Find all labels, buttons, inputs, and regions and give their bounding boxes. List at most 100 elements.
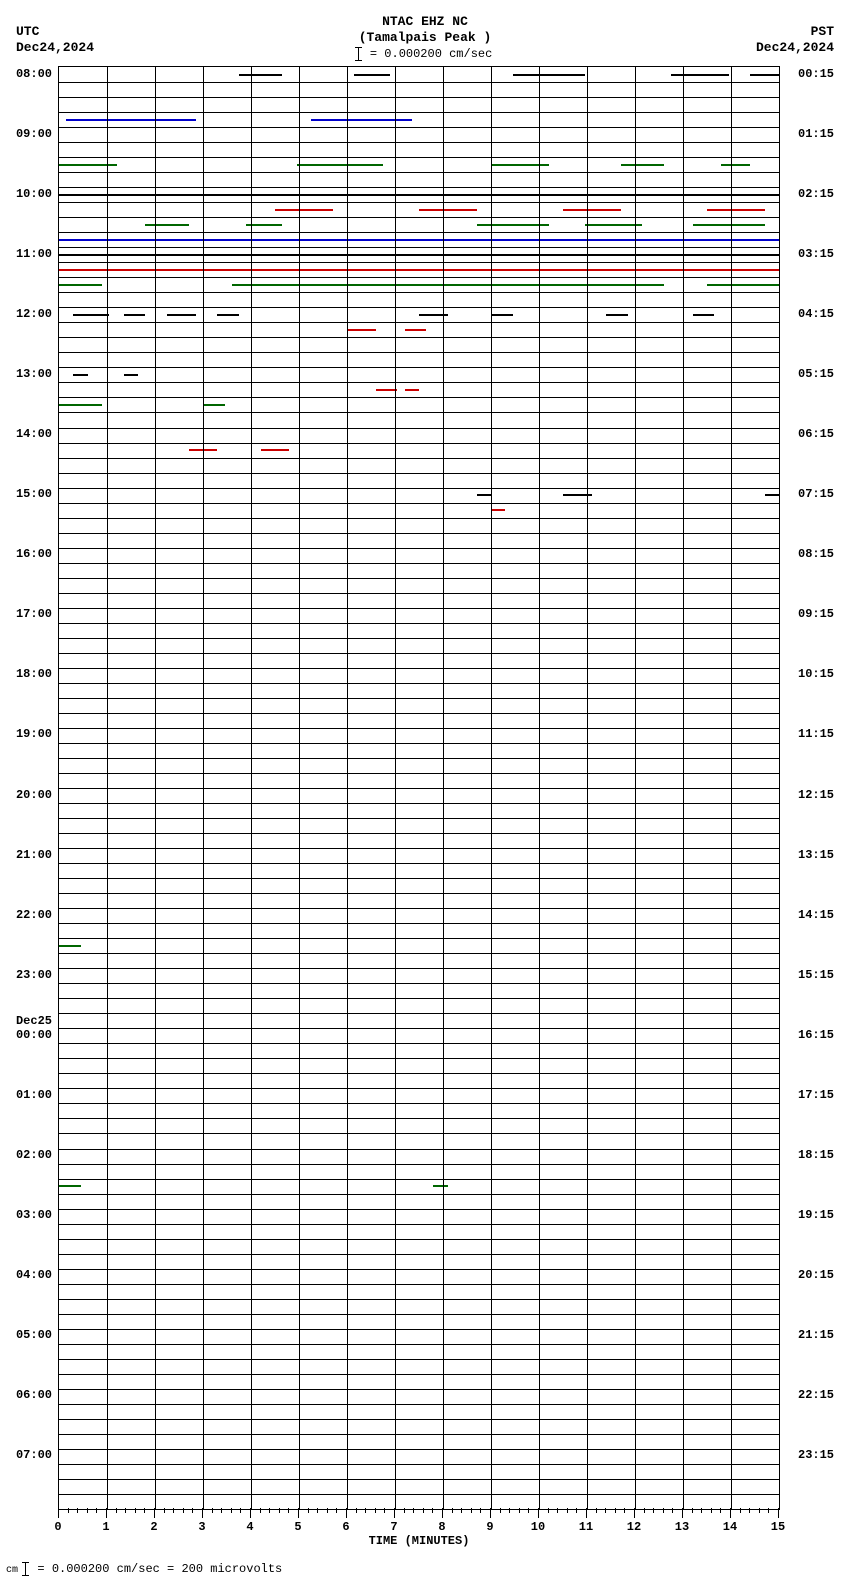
xtick-major bbox=[730, 1508, 731, 1518]
xtick-major bbox=[490, 1508, 491, 1518]
trace-segment bbox=[477, 224, 549, 226]
trace-baseline bbox=[59, 743, 779, 744]
trace-baseline bbox=[59, 1419, 779, 1420]
trace-baseline bbox=[59, 412, 779, 413]
trace-segment bbox=[217, 314, 239, 316]
xtick-minor bbox=[557, 1508, 558, 1513]
xtick-minor bbox=[663, 1508, 664, 1513]
trace-baseline bbox=[59, 1344, 779, 1345]
xtick-minor bbox=[500, 1508, 501, 1513]
xtick-minor bbox=[720, 1508, 721, 1513]
xtick-minor bbox=[615, 1508, 616, 1513]
xtick-major bbox=[298, 1508, 299, 1518]
x-axis-tick-label: 3 bbox=[198, 1520, 205, 1534]
trace-segment bbox=[73, 374, 87, 376]
xtick-minor bbox=[192, 1508, 193, 1513]
x-axis-tick-label: 10 bbox=[531, 1520, 545, 1534]
trace-baseline bbox=[59, 187, 779, 188]
x-axis-tick-label: 8 bbox=[438, 1520, 445, 1534]
xtick-minor bbox=[96, 1508, 97, 1513]
trace-segment bbox=[311, 119, 412, 121]
xtick-minor bbox=[164, 1508, 165, 1513]
trace-baseline bbox=[59, 1118, 779, 1119]
trace-baseline bbox=[59, 698, 779, 699]
x-axis: TIME (MINUTES) 0123456789101112131415 bbox=[58, 1508, 780, 1548]
x-axis-tick-label: 2 bbox=[150, 1520, 157, 1534]
seismic-trace bbox=[59, 225, 779, 226]
utc-hour-label: 14:00 bbox=[0, 428, 52, 440]
xtick-minor bbox=[87, 1508, 88, 1513]
trace-baseline bbox=[59, 548, 779, 549]
trace-baseline bbox=[59, 97, 779, 98]
trace-segment bbox=[66, 119, 196, 121]
xtick-minor bbox=[336, 1508, 337, 1513]
pst-hour-label: 21:15 bbox=[798, 1329, 850, 1341]
utc-hour-label: 18:00 bbox=[0, 668, 52, 680]
seismic-trace bbox=[59, 330, 779, 331]
xtick-minor bbox=[596, 1508, 597, 1513]
pst-hour-label: 10:15 bbox=[798, 668, 850, 680]
trace-segment bbox=[239, 74, 282, 76]
x-axis-tick-label: 13 bbox=[675, 1520, 689, 1534]
pst-hour-label: 16:15 bbox=[798, 1029, 850, 1041]
trace-segment bbox=[203, 404, 225, 406]
trace-baseline bbox=[59, 1239, 779, 1240]
utc-hour-label: 07:00 bbox=[0, 1449, 52, 1461]
x-axis-tick-label: 7 bbox=[390, 1520, 397, 1534]
trace-segment bbox=[585, 224, 643, 226]
xtick-major bbox=[106, 1508, 107, 1518]
trace-segment bbox=[124, 314, 146, 316]
seismogram-container: UTC Dec24,2024 NTAC EHZ NC (Tamalpais Pe… bbox=[0, 0, 850, 1584]
xtick-major bbox=[634, 1508, 635, 1518]
trace-segment bbox=[59, 239, 779, 241]
pst-hour-label: 00:15 bbox=[798, 68, 850, 80]
xtick-minor bbox=[701, 1508, 702, 1513]
trace-baseline bbox=[59, 878, 779, 879]
trace-segment bbox=[59, 404, 102, 406]
seismic-trace bbox=[59, 270, 779, 271]
trace-baseline bbox=[59, 968, 779, 969]
trace-segment bbox=[145, 224, 188, 226]
pst-hour-label: 08:15 bbox=[798, 548, 850, 560]
xtick-minor bbox=[768, 1508, 769, 1513]
xtick-minor bbox=[624, 1508, 625, 1513]
trace-segment bbox=[59, 945, 81, 947]
seismic-trace bbox=[59, 255, 779, 256]
xtick-minor bbox=[471, 1508, 472, 1513]
xtick-minor bbox=[116, 1508, 117, 1513]
xtick-minor bbox=[135, 1508, 136, 1513]
seismic-trace bbox=[59, 315, 779, 316]
trace-baseline bbox=[59, 773, 779, 774]
trace-baseline bbox=[59, 428, 779, 429]
utc-hour-label: 16:00 bbox=[0, 548, 52, 560]
trace-segment bbox=[721, 164, 750, 166]
trace-baseline bbox=[59, 518, 779, 519]
trace-segment bbox=[491, 314, 513, 316]
trace-segment bbox=[671, 74, 729, 76]
pst-hour-label: 15:15 bbox=[798, 969, 850, 981]
xtick-major bbox=[538, 1508, 539, 1518]
trace-segment bbox=[73, 314, 109, 316]
trace-baseline bbox=[59, 1269, 779, 1270]
utc-hour-label: 23:00 bbox=[0, 969, 52, 981]
x-axis-tick-label: 11 bbox=[579, 1520, 593, 1534]
utc-hour-label: 17:00 bbox=[0, 608, 52, 620]
trace-segment bbox=[707, 209, 765, 211]
trace-baseline bbox=[59, 1389, 779, 1390]
utc-hour-label: 13:00 bbox=[0, 368, 52, 380]
utc-hour-label: 19:00 bbox=[0, 728, 52, 740]
trace-baseline bbox=[59, 833, 779, 834]
xtick-major bbox=[202, 1508, 203, 1518]
scale-indicator: = 0.000200 cm/sec bbox=[0, 47, 850, 62]
trace-baseline bbox=[59, 1073, 779, 1074]
trace-baseline bbox=[59, 803, 779, 804]
header-right: PST Dec24,2024 bbox=[756, 24, 834, 55]
trace-segment bbox=[73, 164, 95, 166]
pst-hour-label: 07:15 bbox=[798, 488, 850, 500]
utc-hour-label: 06:00 bbox=[0, 1389, 52, 1401]
xtick-major bbox=[682, 1508, 683, 1518]
trace-baseline bbox=[59, 277, 779, 278]
trace-segment bbox=[433, 1185, 447, 1187]
xtick-minor bbox=[308, 1508, 309, 1513]
station-subtitle: (Tamalpais Peak ) bbox=[0, 30, 850, 46]
